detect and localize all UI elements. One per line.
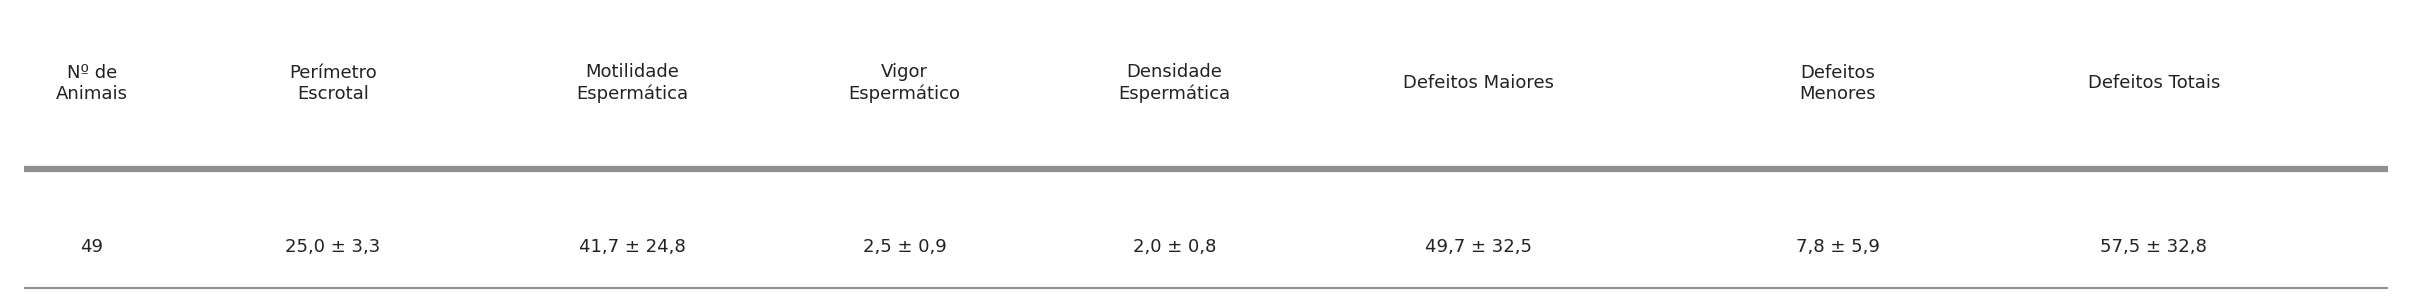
Text: Densidade
Espermática: Densidade Espermática: [1119, 64, 1230, 103]
Text: 7,8 ± 5,9: 7,8 ± 5,9: [1797, 238, 1879, 255]
Text: Defeitos Maiores: Defeitos Maiores: [1404, 74, 1553, 92]
Text: Defeitos Totais: Defeitos Totais: [2089, 74, 2219, 92]
Text: Nº de
Animais: Nº de Animais: [55, 64, 128, 102]
Text: 49: 49: [80, 238, 104, 255]
Text: 49,7 ± 32,5: 49,7 ± 32,5: [1425, 238, 1532, 255]
Text: Vigor
Espermático: Vigor Espermático: [849, 64, 960, 103]
Text: 2,0 ± 0,8: 2,0 ± 0,8: [1134, 238, 1216, 255]
Text: Motilidade
Espermática: Motilidade Espermática: [576, 64, 687, 103]
Text: 57,5 ± 32,8: 57,5 ± 32,8: [2101, 238, 2207, 255]
Text: 41,7 ± 24,8: 41,7 ± 24,8: [579, 238, 685, 255]
Text: 25,0 ± 3,3: 25,0 ± 3,3: [285, 238, 381, 255]
Text: Perímetro
Escrotal: Perímetro Escrotal: [289, 64, 376, 102]
Text: 2,5 ± 0,9: 2,5 ± 0,9: [863, 238, 946, 255]
Text: Defeitos
Menores: Defeitos Menores: [1799, 64, 1877, 102]
